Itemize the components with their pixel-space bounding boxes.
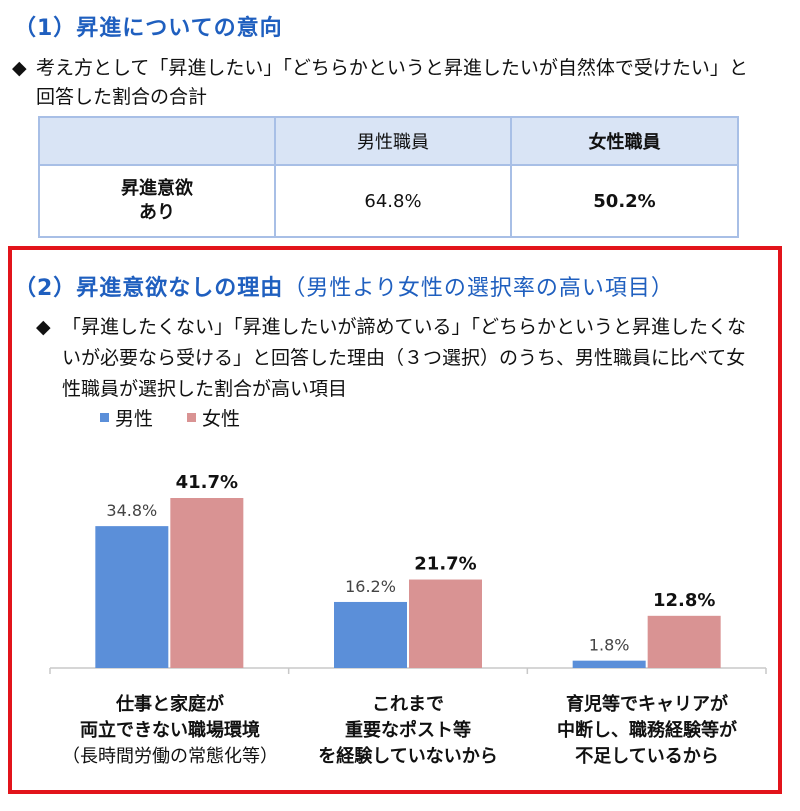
section2-note: ◆ 「昇進したくない」「昇進したいが諦めている」「どちらかというと昇進したくない… <box>36 312 752 405</box>
section1-title: （1）昇進についての意向 <box>14 16 283 41</box>
table-header-row: 男性職員 女性職員 <box>38 116 739 166</box>
section2-title: （2）昇進意欲なしの理由（男性より女性の選択率の高い項目） <box>14 270 674 302</box>
diamond-bullet-icon: ◆ <box>36 316 51 338</box>
summary-table: 男性職員 女性職員 昇進意欲 あり 64.8% 50.2% <box>38 116 739 238</box>
table-row: 昇進意欲 あり 64.8% 50.2% <box>38 164 739 238</box>
section2-title-main: （2）昇進意欲なしの理由 <box>14 276 284 301</box>
section2-subtitle: （男性より女性の選択率の高い項目） <box>283 276 674 301</box>
table-row-label-line1: 昇進意欲 <box>121 178 193 199</box>
legend-item-male: 男性 <box>100 404 153 431</box>
legend-item-female: 女性 <box>187 404 240 431</box>
category-label-0-line2: 両立できない職場環境 <box>80 720 260 741</box>
legend-label-male: 男性 <box>115 408 154 430</box>
legend-swatch-female <box>187 413 197 422</box>
diamond-bullet-icon: ◆ <box>12 57 27 79</box>
legend-swatch-male <box>100 413 109 422</box>
category-label-0-line3: （長時間労働の常態化等） <box>62 746 278 767</box>
table-male-value: 64.8% <box>274 164 512 238</box>
category-label-0: 仕事と家庭が 両立できない職場環境 （長時間労働の常態化等） <box>50 692 290 770</box>
table-header-male: 男性職員 <box>274 116 512 166</box>
section2-note-text: 「昇進したくない」「昇進したいが諦めている」「どちらかというと昇進したくないが必… <box>62 316 747 400</box>
category-label-2: 育児等でキャリアが 中断し、職務経験等が 不足しているから <box>527 692 767 770</box>
category-label-1-line2: 重要なポスト等 <box>345 720 471 741</box>
table-row-label: 昇進意欲 あり <box>38 164 276 238</box>
category-label-2-line2: 中断し、職務経験等が <box>557 720 737 741</box>
category-label-1: これまで 重要なポスト等 を経験していないから <box>288 692 528 770</box>
category-label-1-line3: を経験していないから <box>318 746 498 767</box>
section1-note-text: 考え方として「昇進したい」「どちらかというと昇進したいが自然体で受けたい」と回答… <box>36 57 748 108</box>
table-header-female: 女性職員 <box>510 116 739 166</box>
table-row-label-line2: あり <box>139 202 175 223</box>
chart-legend: 男性 女性 <box>100 404 240 431</box>
section1-note: ◆ 考え方として「昇進したい」「どちらかというと昇進したいが自然体で受けたい」と… <box>12 54 756 112</box>
table-female-value: 50.2% <box>510 164 739 238</box>
category-label-2-line3: 不足しているから <box>575 746 719 767</box>
highlight-frame <box>8 246 782 794</box>
category-label-0-line1: 仕事と家庭が <box>116 694 224 715</box>
category-label-2-line1: 育児等でキャリアが <box>566 694 728 715</box>
category-label-1-line1: これまで <box>372 694 444 715</box>
table-corner-cell <box>38 116 276 166</box>
legend-label-female: 女性 <box>202 408 241 430</box>
